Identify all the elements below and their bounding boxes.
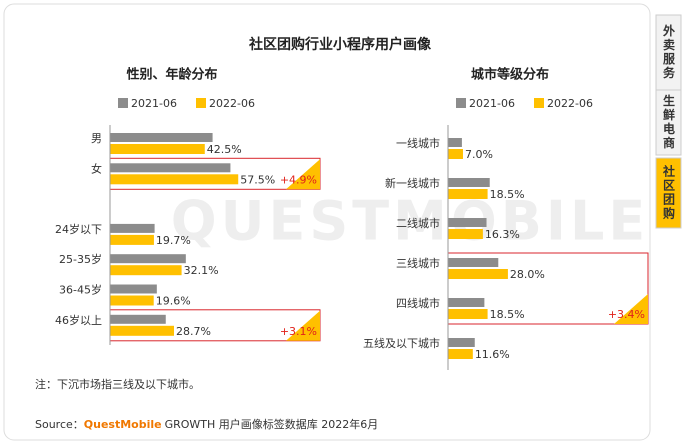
source-text: GROWTH 用户画像标签数据库 2022年6月	[165, 417, 379, 431]
annotation-corner	[286, 159, 320, 190]
page-title: 社区团购行业小程序用户画像	[248, 36, 432, 53]
category-label: 36-45岁	[59, 283, 102, 297]
value-label: 18.5%	[490, 308, 525, 321]
bar	[448, 189, 488, 199]
bar	[448, 258, 499, 267]
annotation-corner	[286, 310, 320, 341]
category-label: 三线城市	[396, 256, 440, 270]
watermark: QUESTMOBILE	[171, 190, 650, 253]
bar	[448, 298, 485, 307]
value-label: 32.1%	[184, 264, 219, 277]
value-label: 7.0%	[465, 148, 493, 161]
bar	[448, 178, 490, 187]
category-label: 46岁以上	[55, 313, 102, 327]
bar	[110, 284, 157, 294]
value-label: 11.6%	[475, 348, 510, 361]
value-label: 18.5%	[490, 188, 525, 201]
bar	[110, 133, 213, 142]
category-label: 四线城市	[396, 296, 440, 310]
bar	[110, 314, 166, 324]
bar	[448, 218, 487, 227]
legend-label: 2022-06	[547, 97, 593, 110]
value-label: 19.7%	[156, 234, 191, 247]
bar	[110, 144, 205, 154]
bar	[110, 234, 154, 245]
bar	[448, 229, 483, 239]
bar	[448, 269, 508, 279]
chart-subtitle: 城市等级分布	[471, 67, 549, 83]
annotation-label: +3.1%	[280, 325, 317, 338]
bar	[448, 338, 475, 347]
category-label: 一线城市	[396, 136, 440, 150]
legend-swatch	[196, 98, 206, 108]
bar	[110, 174, 239, 185]
bar	[448, 149, 463, 159]
category-label: 男	[91, 132, 102, 145]
bar	[110, 254, 186, 264]
source-brand: QuestMobile	[84, 418, 162, 431]
chart-subtitle: 性别、年龄分布	[126, 67, 217, 83]
sidebar-tab-label[interactable]: 社区团购	[662, 164, 676, 221]
sidebar-tab[interactable]	[655, 14, 682, 91]
frame	[3, 3, 651, 441]
bar	[110, 295, 154, 306]
value-label: 19.6%	[156, 295, 191, 308]
legend-label: 2021-06	[131, 97, 177, 110]
bar	[448, 349, 473, 359]
value-label: 57.5%	[240, 173, 275, 186]
category-label: 24岁以下	[55, 222, 102, 236]
sidebar-tab[interactable]	[655, 89, 682, 156]
category-label: 新一线城市	[385, 176, 440, 190]
bar	[110, 325, 175, 336]
legend-label: 2022-06	[209, 97, 255, 110]
sidebar-tab-label[interactable]: 外卖服务	[662, 23, 676, 80]
category-label: 女	[91, 161, 102, 175]
bar	[110, 223, 155, 233]
legend-swatch	[456, 98, 466, 108]
annotation-label: +4.9%	[280, 173, 317, 186]
source: Source：QuestMobile GROWTH 用户画像标签数据库 2022年…	[35, 417, 378, 431]
legend-swatch	[118, 98, 128, 108]
value-label: 28.0%	[510, 268, 545, 281]
category-label: 25-35岁	[59, 252, 102, 266]
annotation-corner	[614, 294, 648, 324]
legend-label: 2021-06	[469, 97, 515, 110]
bar	[110, 163, 231, 173]
category-label: 二线城市	[396, 216, 440, 230]
note: 注：下沉市场指三线及以下城市。	[35, 377, 200, 391]
annotation-label: +3.4%	[608, 308, 645, 321]
bar	[448, 138, 462, 147]
value-label: 28.7%	[176, 325, 211, 338]
bar	[110, 265, 182, 276]
value-label: 16.3%	[485, 228, 520, 241]
legend-swatch	[534, 98, 544, 108]
sidebar-tab[interactable]	[655, 157, 682, 229]
bar	[448, 309, 488, 319]
sidebar-tab-label[interactable]: 生鲜电商	[662, 93, 676, 150]
source-label: Source：	[35, 418, 84, 431]
category-label: 五线及以下城市	[363, 336, 440, 350]
value-label: 42.5%	[207, 143, 242, 156]
